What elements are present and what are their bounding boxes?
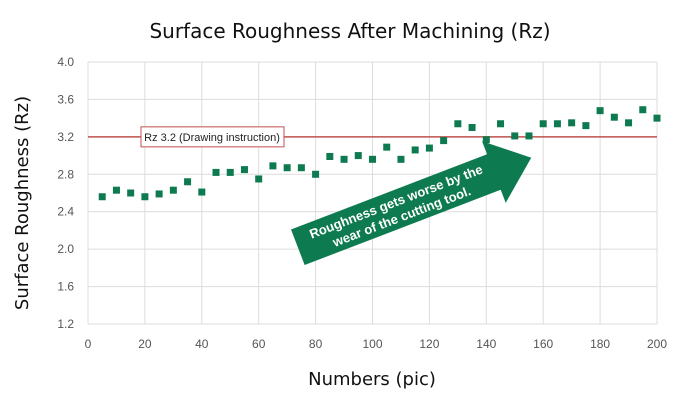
data-point — [354, 152, 362, 160]
data-point — [511, 132, 519, 140]
data-point — [553, 120, 561, 128]
data-point — [425, 144, 433, 152]
data-point — [155, 190, 163, 198]
data-point — [625, 119, 633, 127]
data-point — [169, 186, 177, 194]
x-tick-label: 160 — [533, 337, 553, 351]
data-point — [283, 164, 291, 172]
x-tick-label: 200 — [647, 337, 667, 351]
x-tick-label: 100 — [362, 337, 382, 351]
data-point — [141, 193, 149, 201]
x-tick-label: 140 — [476, 337, 496, 351]
data-points — [98, 106, 661, 201]
data-point — [568, 119, 576, 127]
data-point — [653, 114, 661, 122]
x-tick-label: 40 — [195, 337, 209, 351]
y-axis-title: Surface Roughness (Rz) — [12, 96, 33, 310]
data-point — [525, 132, 533, 140]
data-point — [198, 188, 206, 196]
data-point — [184, 178, 192, 186]
data-point — [454, 120, 462, 128]
y-tick-label: 2.4 — [57, 205, 74, 219]
data-point — [340, 155, 348, 163]
chart-title: Surface Roughness After Machining (Rz) — [149, 19, 550, 43]
reference-label: Rz 3.2 (Drawing instruction) — [144, 132, 280, 144]
data-point — [212, 168, 220, 176]
y-tick-label: 4.0 — [57, 55, 74, 69]
data-point — [539, 120, 547, 128]
data-point — [269, 162, 277, 170]
data-point — [226, 168, 234, 176]
data-point — [297, 164, 305, 172]
data-point — [240, 166, 248, 174]
x-axis-title: Numbers (pic) — [308, 369, 436, 390]
x-tick-label: 0 — [85, 337, 92, 351]
reference-line-group: Rz 3.2 (Drawing instruction) — [88, 126, 657, 148]
data-point — [127, 189, 135, 197]
data-point — [639, 106, 647, 114]
y-tick-label: 1.2 — [57, 317, 74, 331]
data-point — [112, 186, 120, 194]
data-point — [312, 170, 320, 178]
data-point — [255, 175, 263, 183]
data-point — [397, 155, 405, 163]
y-tick-label: 2.8 — [57, 167, 74, 181]
x-tick-label: 180 — [590, 337, 610, 351]
data-point — [610, 113, 618, 121]
data-point — [326, 153, 334, 161]
data-point — [440, 137, 448, 145]
x-tick-label: 80 — [309, 337, 323, 351]
data-point — [497, 120, 505, 128]
y-tick-label: 2.0 — [57, 242, 74, 256]
data-point — [98, 193, 106, 201]
x-tick-label: 20 — [138, 337, 152, 351]
y-tick-label: 3.2 — [57, 130, 74, 144]
y-tick-label: 1.6 — [57, 280, 74, 294]
data-point — [411, 146, 419, 154]
x-tick-label: 120 — [419, 337, 439, 351]
tick-labels: 1.2 1.6 2.0 2.4 2.8 3.2 3.6 4.0 0 20 40 60 80 100 120 1… — [57, 55, 667, 351]
data-point — [482, 136, 490, 144]
trend-arrow-shape — [291, 141, 532, 266]
data-point — [582, 122, 590, 130]
data-point — [596, 107, 604, 115]
reference-label-box — [140, 126, 285, 148]
data-point — [383, 143, 391, 151]
data-point — [468, 124, 476, 131]
data-point — [369, 155, 376, 163]
x-tick-label: 60 — [252, 337, 266, 351]
y-tick-label: 3.6 — [57, 92, 74, 106]
